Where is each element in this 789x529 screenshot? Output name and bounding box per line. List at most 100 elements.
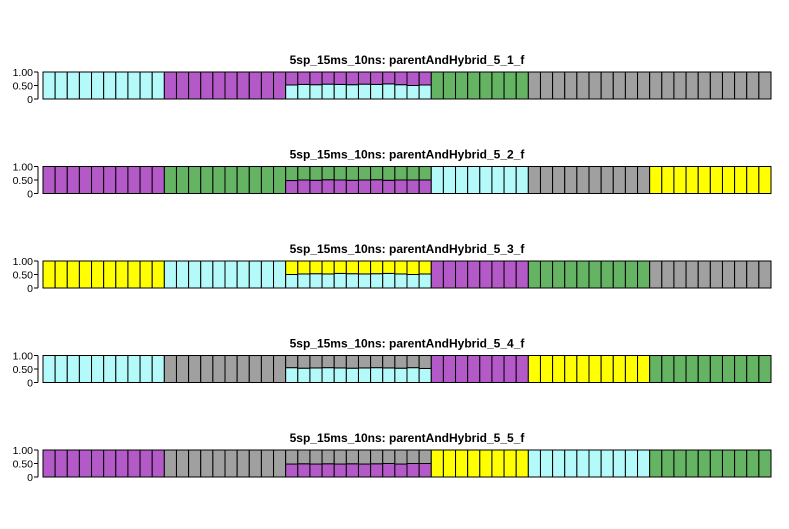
bar: [442, 449, 457, 478]
bar-segment: [418, 84, 432, 100]
bar-segment: [418, 273, 432, 289]
bar: [734, 71, 748, 100]
bar-segment: [321, 273, 335, 289]
bar: [455, 166, 469, 194]
bar-segment: [345, 166, 359, 181]
bar-segment: [406, 274, 420, 289]
bar: [515, 166, 529, 194]
bar: [236, 449, 250, 478]
bar-segment: [321, 83, 335, 100]
bar: [260, 71, 275, 100]
bar: [273, 355, 287, 383]
bar-segment: [382, 71, 396, 85]
bar: [260, 355, 275, 383]
bar: [503, 166, 517, 194]
bar-segment: [345, 179, 359, 195]
bar-segment: [333, 449, 347, 465]
bar-segment: [333, 272, 347, 289]
bar: [600, 260, 614, 289]
bar: [127, 449, 141, 478]
bar: [163, 355, 177, 383]
bar: [685, 260, 699, 289]
bar: [260, 449, 275, 478]
bar-segment: [285, 274, 299, 289]
bar: [139, 260, 153, 289]
bar-segment: [309, 71, 323, 86]
bar: [151, 166, 165, 194]
bar-segment: [418, 355, 432, 369]
bar-segment: [394, 84, 408, 100]
bar: [564, 166, 578, 194]
bar: [455, 71, 469, 100]
bar: [661, 355, 675, 383]
bar-segment: [309, 273, 323, 289]
bar: [224, 355, 238, 383]
bar: [588, 260, 602, 289]
bar: [746, 449, 760, 478]
bar: [600, 449, 614, 478]
bar: [612, 355, 626, 383]
bar: [612, 166, 626, 194]
bar-segment: [297, 260, 311, 275]
bar: [430, 71, 444, 100]
bar: [188, 166, 202, 194]
bar: [78, 355, 93, 383]
bar: [649, 166, 663, 194]
y-tick-label: 0.50: [13, 175, 34, 187]
bar: [673, 166, 687, 194]
bar: [78, 166, 93, 194]
bar-segment: [370, 179, 384, 194]
bar: [224, 449, 238, 478]
bar: [600, 355, 614, 383]
bar: [139, 355, 153, 383]
y-tick-label: 0: [27, 283, 33, 295]
bar-segment: [406, 463, 420, 478]
y-tick-label: 0: [27, 189, 33, 201]
bar: [91, 260, 105, 289]
bar: [600, 71, 614, 100]
bar-segment: [357, 463, 372, 478]
bar-segment: [406, 85, 420, 100]
bar: [442, 260, 457, 289]
bar: [552, 166, 566, 194]
bar: [552, 71, 566, 100]
bar: [612, 449, 626, 478]
bar: [236, 166, 250, 194]
bar: [649, 71, 663, 100]
bar: [224, 71, 238, 100]
bar-segment: [357, 273, 372, 289]
bar: [212, 71, 226, 100]
bar: [455, 449, 469, 478]
bar: [697, 355, 711, 383]
bar: [673, 449, 687, 478]
bar-segment: [357, 83, 372, 100]
bar-segment: [370, 166, 384, 181]
bar: [649, 355, 663, 383]
y-tick-label: 1.00: [13, 256, 34, 268]
bar: [54, 166, 68, 194]
bar: [273, 260, 287, 289]
bar: [151, 449, 165, 478]
bar: [491, 260, 505, 289]
bar-segment: [285, 463, 299, 478]
bar: [430, 449, 444, 478]
bar: [685, 449, 699, 478]
bar-segment: [418, 367, 432, 383]
bar-segment: [370, 83, 384, 100]
bar: [637, 449, 651, 478]
structure-panel: 5sp_15ms_10ns: parentAndHybrid_5_5_f 1.00…: [13, 431, 772, 484]
bar: [66, 166, 80, 194]
bar: [539, 71, 554, 100]
bar: [527, 355, 541, 383]
bar: [236, 260, 250, 289]
bar: [734, 449, 748, 478]
bar-segment: [333, 71, 347, 85]
bar: [624, 449, 639, 478]
bar: [515, 449, 529, 478]
bar: [273, 449, 287, 478]
structure-panel: 5sp_15ms_10ns: parentAndHybrid_5_2_f 1.00…: [13, 148, 772, 201]
bar-segment: [394, 355, 408, 369]
bar: [576, 355, 590, 383]
bar-segment: [297, 367, 311, 384]
bar-segment: [382, 355, 396, 369]
